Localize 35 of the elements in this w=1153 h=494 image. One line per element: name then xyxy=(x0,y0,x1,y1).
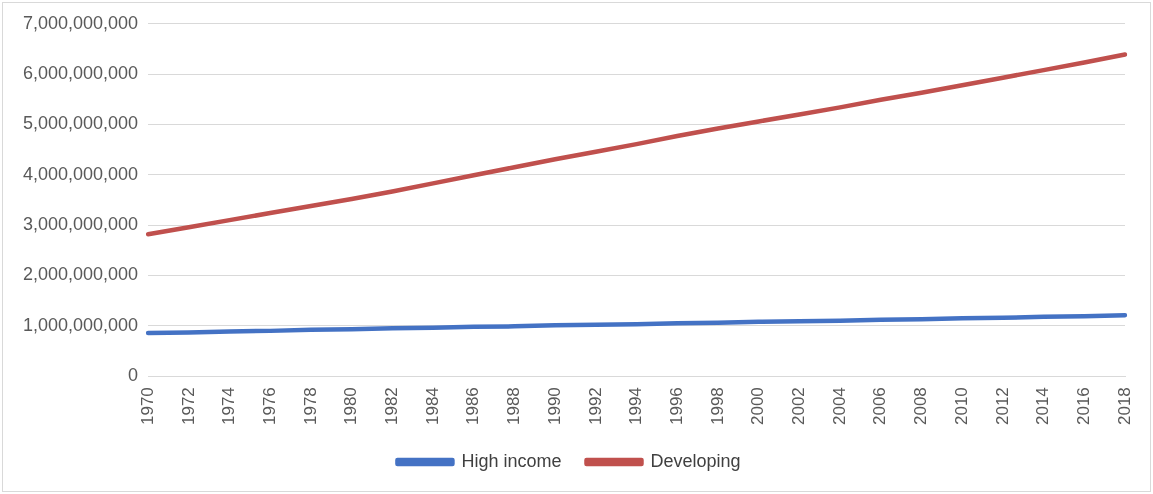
y-tick-label: 6,000,000,000 xyxy=(22,63,139,84)
y-tick-label: 0 xyxy=(128,365,139,386)
x-tick-label: 2000 xyxy=(748,387,768,426)
x-tick-label: 1970 xyxy=(137,387,157,426)
x-tick-label: 2012 xyxy=(992,387,1012,426)
x-tick-label: 1982 xyxy=(382,387,402,426)
x-tick-label: 1988 xyxy=(504,387,524,426)
y-tick-label: 5,000,000,000 xyxy=(22,113,139,134)
x-tick-label: 1984 xyxy=(422,387,442,426)
x-tick-label: 1996 xyxy=(666,387,686,426)
x-tick-label: 1980 xyxy=(341,387,361,426)
x-tick-label: 2010 xyxy=(951,387,971,426)
x-tick-label: 2008 xyxy=(911,387,931,426)
x-tick-label: 1976 xyxy=(259,387,279,426)
x-tick-label: 1990 xyxy=(544,387,564,426)
x-tick-label: 1986 xyxy=(463,387,483,426)
y-tick-label: 2,000,000,000 xyxy=(22,264,139,285)
x-tick-label: 2014 xyxy=(1033,387,1053,426)
x-tick-label: 2018 xyxy=(1114,387,1134,426)
x-tick-label: 1978 xyxy=(300,387,320,426)
x-tick-label: 1994 xyxy=(626,387,646,426)
x-tick-label: 2002 xyxy=(789,387,809,426)
y-tick-label: 3,000,000,000 xyxy=(22,214,139,235)
x-tick-label: 1974 xyxy=(219,387,239,426)
legend-label: Developing xyxy=(650,450,741,471)
x-tick-label: 2004 xyxy=(829,387,849,426)
legend-label: High income xyxy=(461,450,562,471)
y-tick-label: 1,000,000,000 xyxy=(22,314,139,335)
x-tick-label: 2006 xyxy=(870,387,890,426)
y-tick-label: 4,000,000,000 xyxy=(22,163,139,184)
x-tick-label: 1998 xyxy=(707,387,727,426)
y-tick-label: 7,000,000,000 xyxy=(22,12,139,33)
x-tick-label: 1972 xyxy=(178,387,198,426)
x-tick-label: 2016 xyxy=(1073,387,1093,426)
x-tick-label: 1992 xyxy=(585,387,605,426)
